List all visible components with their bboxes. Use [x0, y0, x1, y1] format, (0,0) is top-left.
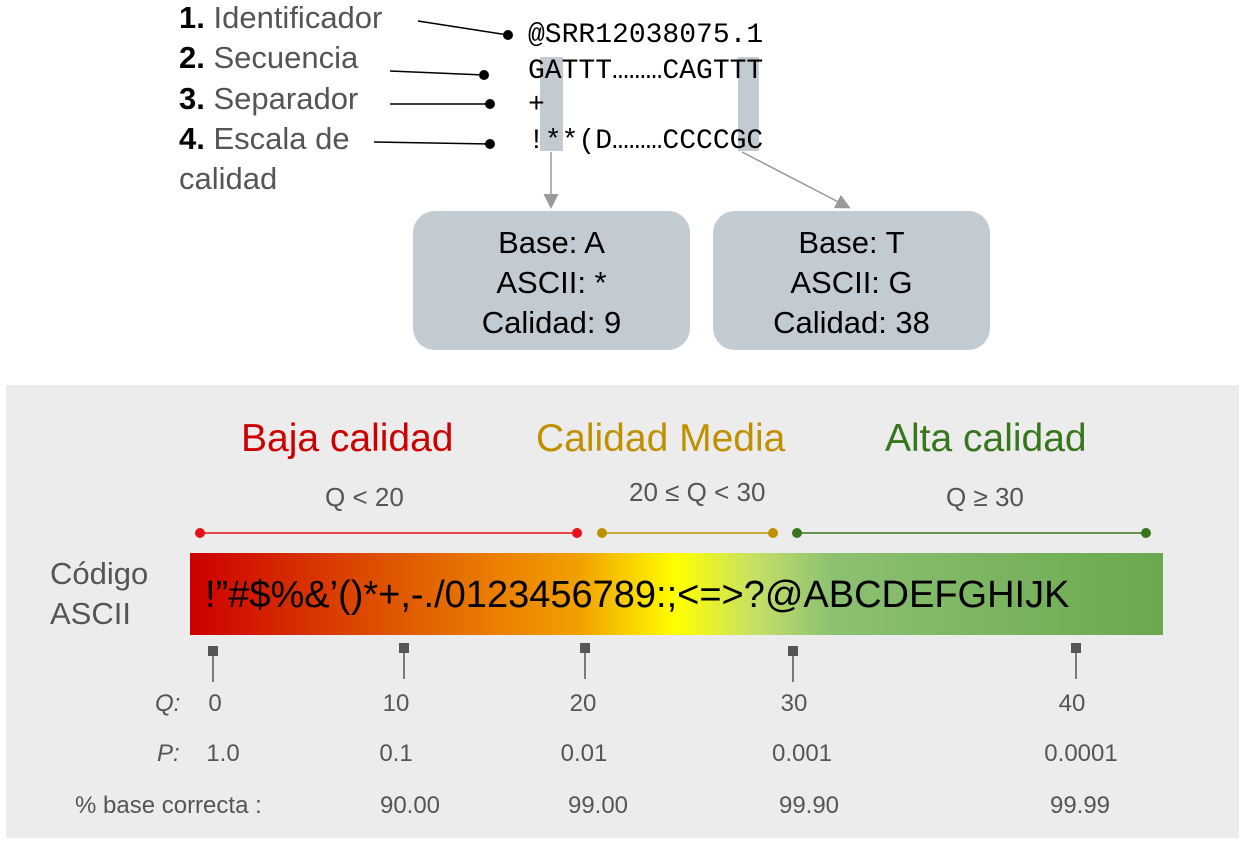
label-separator: 3. Separador — [179, 81, 359, 116]
connector-line-sequence — [389, 70, 485, 76]
pct-value-10: 90.00 — [379, 792, 441, 819]
highlight-column-last-base — [738, 57, 759, 151]
tick-0 — [208, 646, 218, 656]
tick-10 — [399, 643, 409, 653]
callout-2-base: Base: T — [798, 225, 905, 260]
connector-line-quality — [373, 141, 491, 145]
callout-2-ascii: ASCII: G — [790, 265, 913, 300]
range-medium: 20 ≤ Q < 30 — [629, 477, 766, 507]
ascii-characters: !”#$%&’()*+,-./0123456789:;<=>?@ABCDEFGH… — [205, 574, 1070, 616]
connector-dot-identifier — [503, 30, 513, 40]
q-value-10: 10 — [382, 690, 410, 717]
range-dot-low-end — [572, 528, 582, 538]
callout-base-a: Base: A ASCII: * Calidad: 9 — [413, 211, 690, 350]
connector-line-identifier — [417, 20, 509, 36]
q-row-label: Q: — [155, 690, 181, 717]
label-quality-scale: 4. Escala de — [179, 121, 350, 156]
p-value-10: 0.1 — [379, 740, 413, 767]
pct-value-20: 99.00 — [567, 792, 629, 819]
q-value-0: 0 — [208, 690, 222, 717]
range-dot-high-start — [792, 528, 802, 538]
highlight-column-first-base — [540, 57, 563, 151]
tick-20 — [580, 643, 590, 653]
range-high: Q ≥ 30 — [946, 482, 1024, 512]
connector-dot-separator — [485, 99, 495, 109]
p-value-40: 0.0001 — [1044, 740, 1118, 767]
label-sequence: 2. Secuencia — [179, 40, 359, 75]
callout-1-base: Base: A — [498, 225, 605, 260]
callout-2-quality: Calidad: 38 — [773, 305, 930, 340]
category-low-quality: Baja calidad — [241, 417, 454, 460]
label-quality-scale-line2: calidad — [179, 161, 278, 196]
category-medium-quality: Calidad Media — [536, 417, 786, 460]
fastq-line-sequence: GATTT………CAGTTT — [528, 56, 764, 87]
fastq-line-identifier: @SRR12038075.1 — [528, 20, 764, 51]
callout-1-quality: Calidad: 9 — [481, 305, 622, 340]
ascii-gradient-bar — [190, 553, 1163, 635]
category-high-quality: Alta calidad — [885, 417, 1087, 460]
q-value-40: 40 — [1058, 690, 1086, 717]
pct-value-30: 99.90 — [778, 792, 840, 819]
q-value-30: 30 — [780, 690, 808, 717]
callout-base-t: Base: T ASCII: G Calidad: 38 — [713, 211, 990, 350]
p-row-label: P: — [157, 740, 180, 767]
ascii-code-label: Código ASCII — [50, 556, 149, 631]
connector-dot-quality — [485, 139, 495, 149]
tick-marks-svg — [208, 643, 1081, 682]
connector-svg — [373, 20, 851, 209]
callout-1-ascii: ASCII: * — [496, 265, 607, 300]
range-low: Q < 20 — [325, 482, 404, 512]
percent-row-label: % base correcta : — [75, 792, 262, 819]
range-dot-low-start — [195, 528, 205, 538]
p-value-0: 1.0 — [206, 740, 240, 767]
q-value-20: 20 — [569, 690, 597, 717]
arrow-to-callout-2 — [741, 151, 851, 209]
fastq-line-quality: !**(D………CCCCGC — [528, 126, 764, 157]
fastq-line-separator: + — [528, 90, 545, 121]
tick-30 — [788, 646, 798, 656]
range-dot-medium-end — [768, 528, 778, 538]
label-identifier: 1. Identificador — [179, 0, 383, 35]
pct-value-40: 99.99 — [1049, 792, 1111, 819]
tick-40 — [1071, 643, 1081, 653]
range-dot-high-end — [1141, 528, 1151, 538]
range-lines-svg — [195, 528, 1151, 538]
p-value-30: 0.001 — [771, 740, 833, 767]
connector-dot-sequence — [479, 70, 489, 80]
p-value-20: 0.01 — [560, 740, 608, 767]
range-dot-medium-start — [597, 528, 607, 538]
